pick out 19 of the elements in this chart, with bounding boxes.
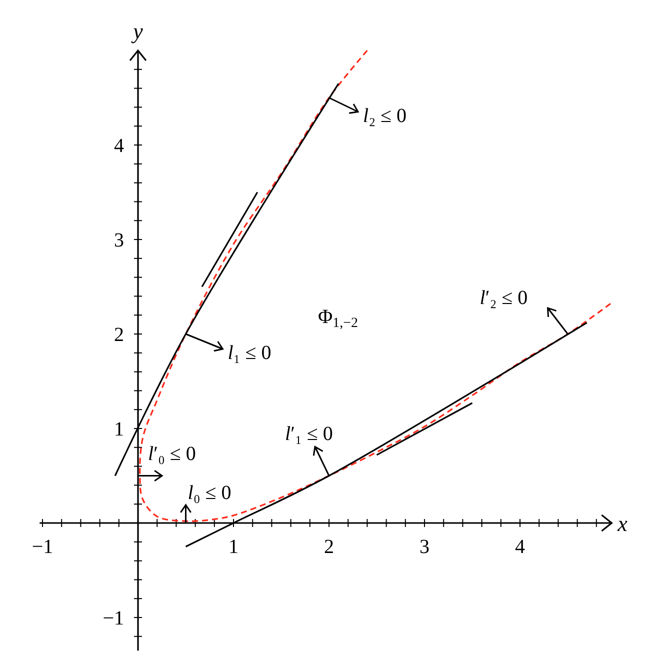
y-tick-label: −1	[102, 608, 124, 630]
x-axis-title: x	[616, 511, 628, 536]
annotation: l′₂ ≤ 0	[480, 287, 528, 309]
annotation: l′₁ ≤ 0	[285, 422, 333, 445]
x-tick-label: 2	[324, 536, 334, 558]
y-tick-label: 2	[114, 324, 124, 346]
x-tick-label: 4	[515, 536, 525, 558]
x-tick-label: −1	[32, 536, 54, 558]
annotation: l′₀ ≤ 0	[148, 442, 196, 465]
annotation: l₁ ≤ 0	[228, 342, 272, 364]
y-tick-label: 4	[114, 135, 124, 157]
annotation: l₀ ≤ 0	[188, 482, 232, 504]
y-axis-title: y	[131, 18, 144, 44]
y-tick-label: 3	[114, 230, 124, 252]
annotation: l₂ ≤ 0	[363, 104, 407, 127]
annotation: Φ$_{1,−2}$	[318, 306, 358, 332]
x-tick-label: 3	[420, 536, 430, 558]
y-tick-label: 1	[114, 418, 124, 440]
x-tick-label: 1	[228, 536, 238, 558]
